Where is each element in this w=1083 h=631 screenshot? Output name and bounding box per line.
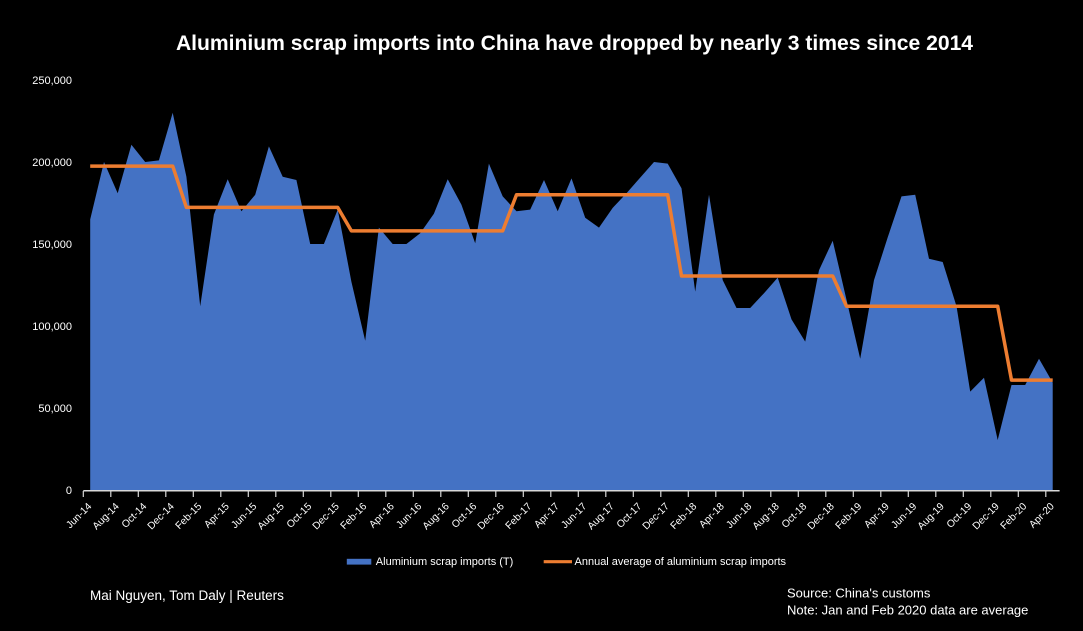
svg-text:250,000: 250,000 [32, 75, 72, 87]
svg-text:Aluminium scrap imports into C: Aluminium scrap imports into China have … [176, 32, 973, 55]
svg-text:150,000: 150,000 [32, 239, 72, 251]
svg-text:0: 0 [66, 485, 72, 497]
svg-text:Source: China's customs: Source: China's customs [787, 586, 931, 601]
svg-text:Mai Nguyen, Tom Daly | Reuters: Mai Nguyen, Tom Daly | Reuters [90, 588, 284, 603]
svg-text:200,000: 200,000 [32, 157, 72, 169]
svg-text:Annual average of aluminium sc: Annual average of aluminium scrap import… [575, 556, 787, 568]
svg-text:Note: Jan and Feb 2020 data ar: Note: Jan and Feb 2020 data are average [787, 603, 1028, 618]
svg-text:100,000: 100,000 [32, 321, 72, 333]
svg-text:Aluminium scrap imports (T): Aluminium scrap imports (T) [376, 556, 514, 568]
svg-text:50,000: 50,000 [38, 403, 72, 415]
